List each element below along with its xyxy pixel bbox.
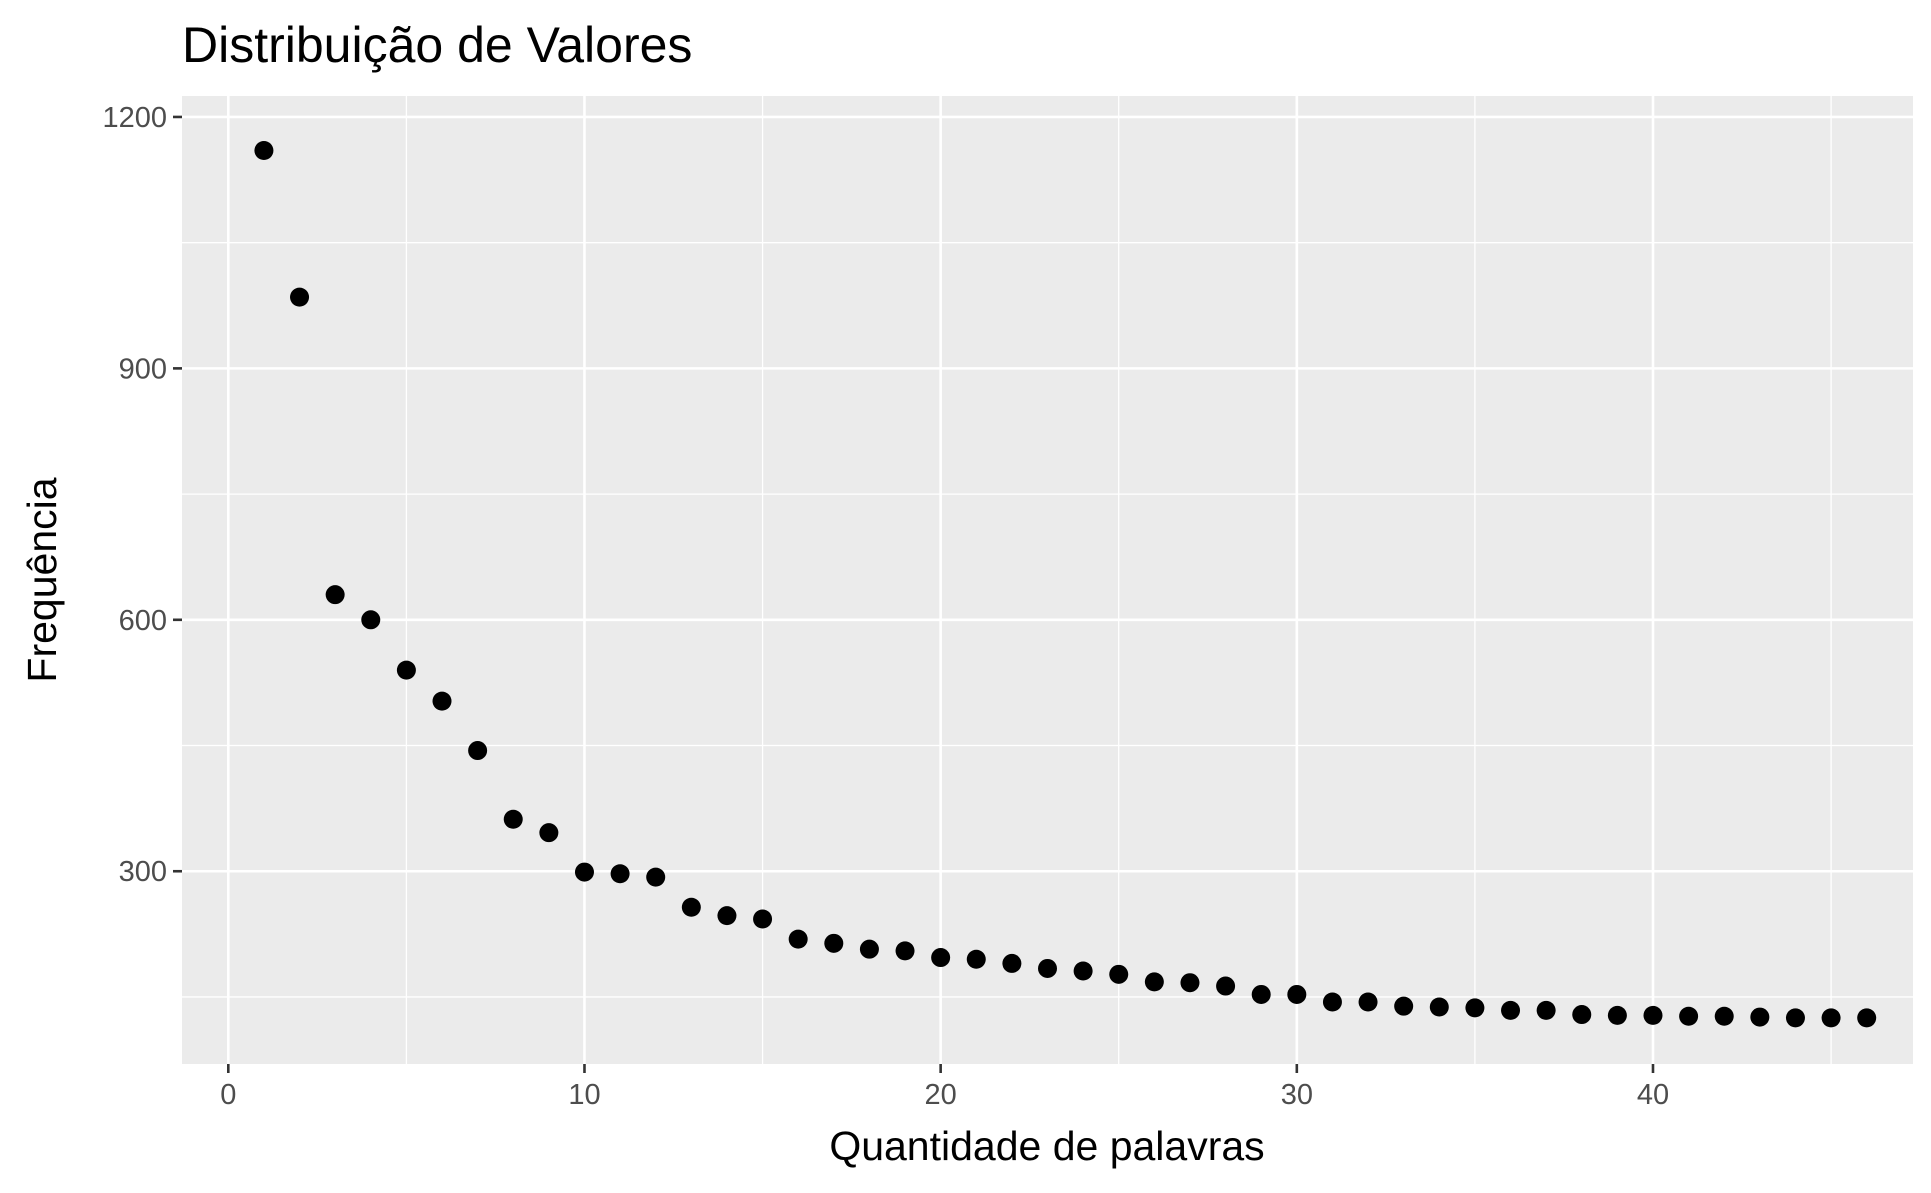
major-gridlines: [182, 96, 1913, 1064]
data-point: [503, 809, 523, 829]
data-point: [1536, 1000, 1556, 1020]
data-point: [1073, 961, 1093, 981]
x-tick-label: 0: [220, 1079, 236, 1111]
y-axis-title: Frequência: [19, 477, 65, 682]
data-point: [1429, 997, 1449, 1017]
data-points: [254, 140, 1877, 1028]
data-point: [1501, 1000, 1521, 1020]
y-tick-label: 900: [119, 353, 167, 385]
data-point: [1216, 976, 1236, 996]
x-tick-label: 10: [568, 1079, 600, 1111]
data-point: [1714, 1006, 1734, 1026]
data-point: [1144, 972, 1164, 992]
x-tick-label: 40: [1637, 1079, 1669, 1111]
data-point: [1857, 1008, 1877, 1028]
data-point: [646, 867, 666, 887]
data-point: [610, 864, 630, 884]
data-point: [966, 949, 986, 969]
data-point: [681, 897, 701, 917]
chart-title: Distribuição de Valores: [182, 17, 692, 73]
x-tick-label: 20: [925, 1079, 957, 1111]
data-point: [931, 948, 951, 968]
data-point: [432, 691, 452, 711]
data-point: [1572, 1005, 1592, 1025]
data-point: [1002, 953, 1022, 973]
data-point: [1465, 998, 1485, 1018]
data-point: [1607, 1005, 1627, 1025]
data-point: [753, 909, 773, 929]
data-point: [895, 941, 915, 961]
data-point: [1394, 996, 1414, 1016]
data-point: [1109, 964, 1129, 984]
data-point: [325, 585, 345, 605]
data-point: [717, 906, 737, 926]
y-tick-label: 300: [119, 856, 167, 888]
data-point: [859, 939, 879, 959]
data-point: [1322, 992, 1342, 1012]
data-point: [1750, 1007, 1770, 1027]
y-tick-label: 1200: [102, 102, 167, 134]
data-point: [1358, 992, 1378, 1012]
data-point: [361, 610, 381, 630]
x-axis-ticks: 0 10 20 30 40: [220, 1064, 1669, 1111]
data-point: [254, 140, 274, 160]
data-point: [396, 660, 416, 680]
data-point: [1643, 1005, 1663, 1025]
data-point: [1251, 984, 1271, 1004]
data-point: [1785, 1008, 1805, 1028]
x-axis-title: Quantidade de palavras: [829, 1123, 1264, 1169]
plot-panel: [182, 96, 1913, 1064]
data-point: [468, 741, 488, 761]
data-point: [1038, 958, 1057, 978]
data-point: [824, 933, 844, 953]
y-axis-ticks: 300 600 900 1200: [102, 102, 182, 888]
data-point: [1821, 1008, 1841, 1028]
data-point: [574, 862, 594, 882]
data-point: [788, 929, 808, 949]
y-tick-label: 600: [119, 605, 167, 637]
x-tick-label: 30: [1281, 1079, 1313, 1111]
data-point: [539, 823, 559, 843]
data-point: [1287, 984, 1307, 1004]
data-point: [290, 287, 310, 307]
minor-gridlines: [182, 96, 1913, 1064]
data-point: [1180, 973, 1200, 993]
data-point: [1679, 1006, 1699, 1026]
